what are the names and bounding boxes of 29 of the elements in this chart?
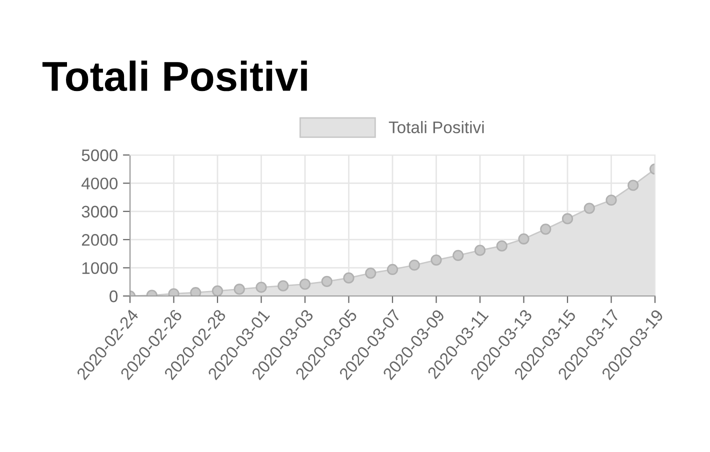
point: [299, 278, 311, 290]
point: [343, 272, 354, 284]
point: [430, 254, 442, 266]
y-tick-label: 0: [110, 290, 118, 302]
point: [606, 194, 617, 206]
point: [496, 240, 508, 252]
chart-title: Totali Positivi: [42, 60, 307, 92]
point: [321, 276, 332, 288]
point: [256, 282, 267, 293]
point: [190, 287, 202, 296]
point: [562, 213, 574, 224]
point: [365, 268, 376, 279]
y-tick-label: 4000: [82, 178, 118, 190]
y-tick-label: 2000: [82, 234, 118, 246]
point: [518, 233, 530, 244]
point: [628, 180, 639, 191]
point: [408, 260, 420, 271]
point: [234, 284, 245, 295]
point: [452, 250, 464, 261]
point: [212, 285, 224, 296]
y-tick-label: 5000: [82, 149, 118, 162]
point: [278, 280, 289, 292]
point: [474, 244, 486, 256]
point: [540, 224, 552, 235]
y-tick-label: 1000: [82, 262, 118, 274]
point: [584, 202, 595, 214]
legend-label: Totali Positivi: [388, 121, 484, 134]
y-tick-label: 3000: [82, 206, 118, 218]
point: [386, 264, 398, 276]
